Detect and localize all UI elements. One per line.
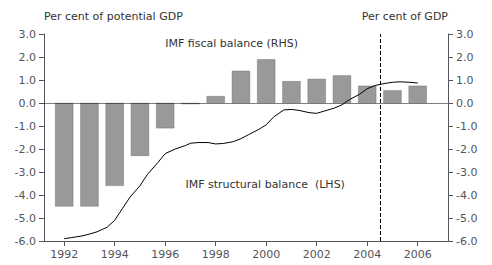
- svg-text:Per cent of GDP: Per cent of GDP: [362, 10, 449, 23]
- svg-text:-1.0: -1.0: [15, 120, 36, 133]
- svg-text:2.0: 2.0: [456, 51, 474, 64]
- svg-text:-2.0: -2.0: [15, 143, 36, 156]
- svg-text:2006: 2006: [404, 248, 432, 261]
- svg-text:1996: 1996: [151, 248, 179, 261]
- svg-text:3.0: 3.0: [456, 28, 474, 41]
- svg-text:0.0: 0.0: [456, 97, 474, 110]
- svg-text:1.0: 1.0: [19, 74, 37, 87]
- svg-text:Per cent of potential GDP: Per cent of potential GDP: [44, 10, 183, 23]
- svg-text:2002: 2002: [303, 248, 331, 261]
- svg-text:1992: 1992: [50, 248, 78, 261]
- svg-text:1998: 1998: [202, 248, 230, 261]
- svg-text:-4.0: -4.0: [456, 189, 477, 202]
- svg-text:IMF fiscal balance (RHS): IMF fiscal balance (RHS): [165, 37, 298, 50]
- svg-text:-4.0: -4.0: [15, 189, 36, 202]
- svg-text:0.0: 0.0: [19, 97, 37, 110]
- svg-text:1.0: 1.0: [456, 74, 474, 87]
- svg-text:-5.0: -5.0: [456, 212, 477, 225]
- svg-text:-3.0: -3.0: [15, 166, 36, 179]
- svg-text:3.0: 3.0: [19, 28, 37, 41]
- svg-text:-3.0: -3.0: [456, 166, 477, 179]
- svg-text:IMF structural balance (LHS): IMF structural balance (LHS): [185, 178, 345, 191]
- svg-text:-6.0: -6.0: [15, 235, 36, 248]
- svg-text:2000: 2000: [252, 248, 280, 261]
- svg-text:-5.0: -5.0: [15, 212, 36, 225]
- svg-text:-1.0: -1.0: [456, 120, 477, 133]
- svg-text:2.0: 2.0: [19, 51, 37, 64]
- svg-text:1994: 1994: [101, 248, 129, 261]
- svg-text:-6.0: -6.0: [456, 235, 477, 248]
- svg-text:2004: 2004: [353, 248, 381, 261]
- svg-text:-2.0: -2.0: [456, 143, 477, 156]
